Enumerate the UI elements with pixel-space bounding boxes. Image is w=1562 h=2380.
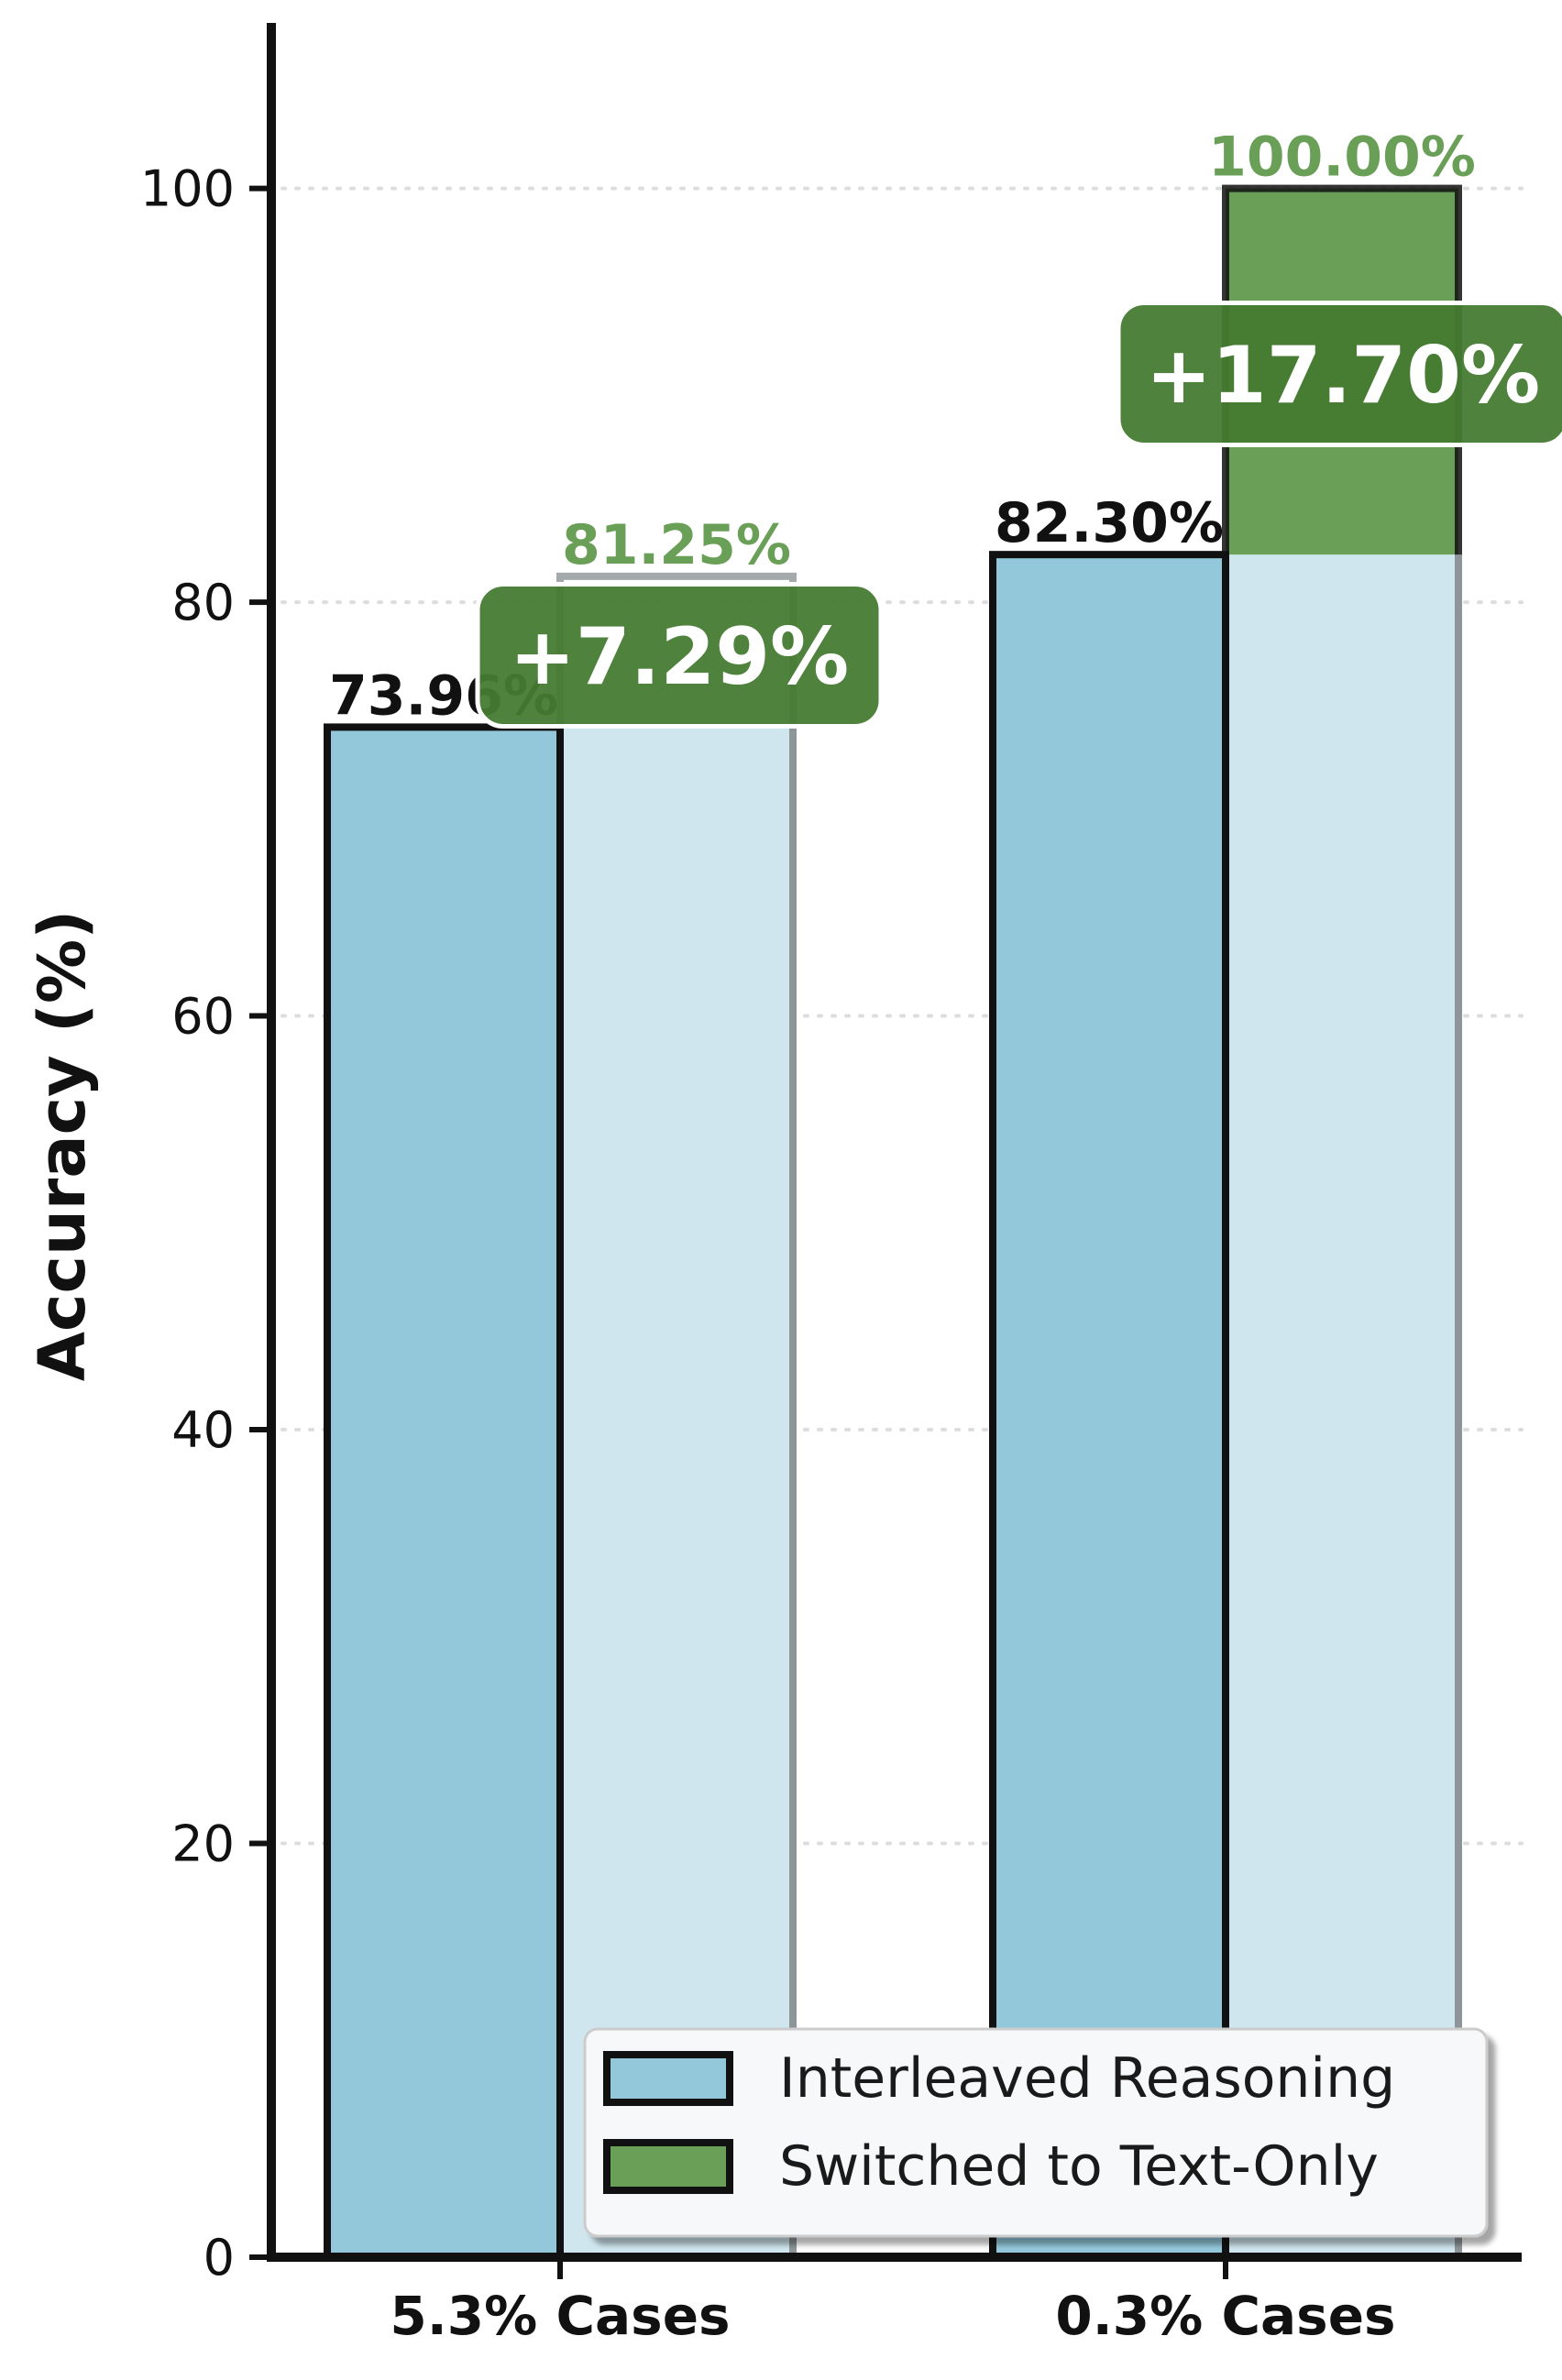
- y-tick-label-80: 80: [171, 574, 235, 631]
- legend-swatch-1: [603, 2051, 733, 2106]
- legend-label-2: Switched to Text-Only: [779, 2134, 1379, 2199]
- y-tick-label-40: 40: [171, 1401, 235, 1459]
- legend: Interleaved Reasoning Switched to Text-On…: [583, 2027, 1489, 2238]
- bar-interleaved-1: [324, 723, 564, 2261]
- legend-label-1: Interleaved Reasoning: [779, 2046, 1395, 2111]
- value-labels: 73.96%81.25% 82.30%100.00%+7.29%+17.70%: [329, 126, 1562, 729]
- y-tick-label-20: 20: [171, 1815, 235, 1873]
- value-label-switched-2: 100.00%: [1208, 126, 1476, 190]
- legend-box: [583, 2027, 1489, 2238]
- bar-switched-base-1: [560, 727, 793, 2257]
- axes: 0 20 40 60 80 100 5.3% Cases 0.3% Cases Accuracy…: [25, 23, 1522, 2347]
- y-axis-title: Accuracy (%): [25, 910, 100, 1381]
- y-tick-label-0: 0: [204, 2229, 235, 2287]
- gain-box-1: [475, 582, 884, 729]
- gain-box-2: [1116, 301, 1562, 447]
- gain-label-2: +17.70%: [1146, 330, 1540, 422]
- value-label-switched-1: 81.25%: [562, 513, 791, 577]
- x-tick-label-2: 0.3% Cases: [1055, 2285, 1395, 2347]
- legend-swatch-2: [603, 2139, 733, 2194]
- value-label-interleaved-2: 82.30%: [995, 491, 1224, 555]
- y-tick-label-100: 100: [140, 160, 235, 218]
- bars: [324, 184, 1462, 2262]
- x-tick-label-1: 5.3% Cases: [390, 2285, 730, 2347]
- y-tick-label-60: 60: [171, 988, 235, 1046]
- bar-switched-base-2: [1226, 554, 1458, 2257]
- gain-label-1: +7.29%: [510, 611, 849, 703]
- bar-interleaved-2: [989, 551, 1229, 2261]
